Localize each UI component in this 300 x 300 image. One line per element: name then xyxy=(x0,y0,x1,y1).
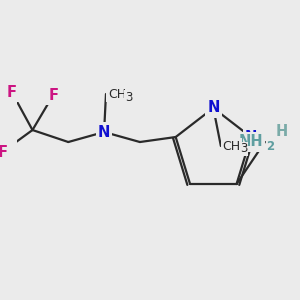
Text: F: F xyxy=(48,88,58,103)
Text: 3: 3 xyxy=(240,142,247,155)
Text: N: N xyxy=(245,130,257,145)
Text: N: N xyxy=(207,100,220,116)
Text: CH: CH xyxy=(223,140,241,152)
Text: H: H xyxy=(276,124,288,140)
Text: F: F xyxy=(0,145,7,160)
Text: CH: CH xyxy=(108,88,126,100)
Text: 3: 3 xyxy=(125,91,132,103)
Text: F: F xyxy=(7,85,17,100)
Text: N: N xyxy=(98,124,110,140)
Text: 2: 2 xyxy=(266,140,274,153)
Text: NH: NH xyxy=(238,134,263,149)
